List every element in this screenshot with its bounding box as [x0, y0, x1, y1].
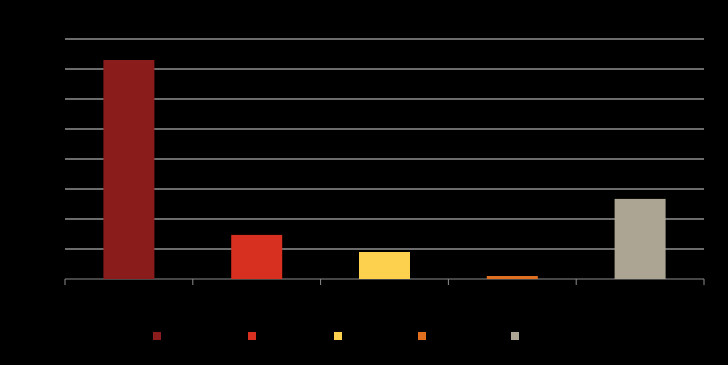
legend-swatch — [334, 332, 342, 340]
legend-swatch — [418, 332, 426, 340]
legend-swatch — [511, 332, 519, 340]
bar — [486, 276, 538, 279]
legend-swatch — [153, 332, 161, 340]
bar — [614, 198, 666, 279]
bar — [103, 60, 155, 279]
legend-swatch — [248, 332, 256, 340]
bar — [231, 234, 283, 279]
bar — [359, 252, 410, 279]
